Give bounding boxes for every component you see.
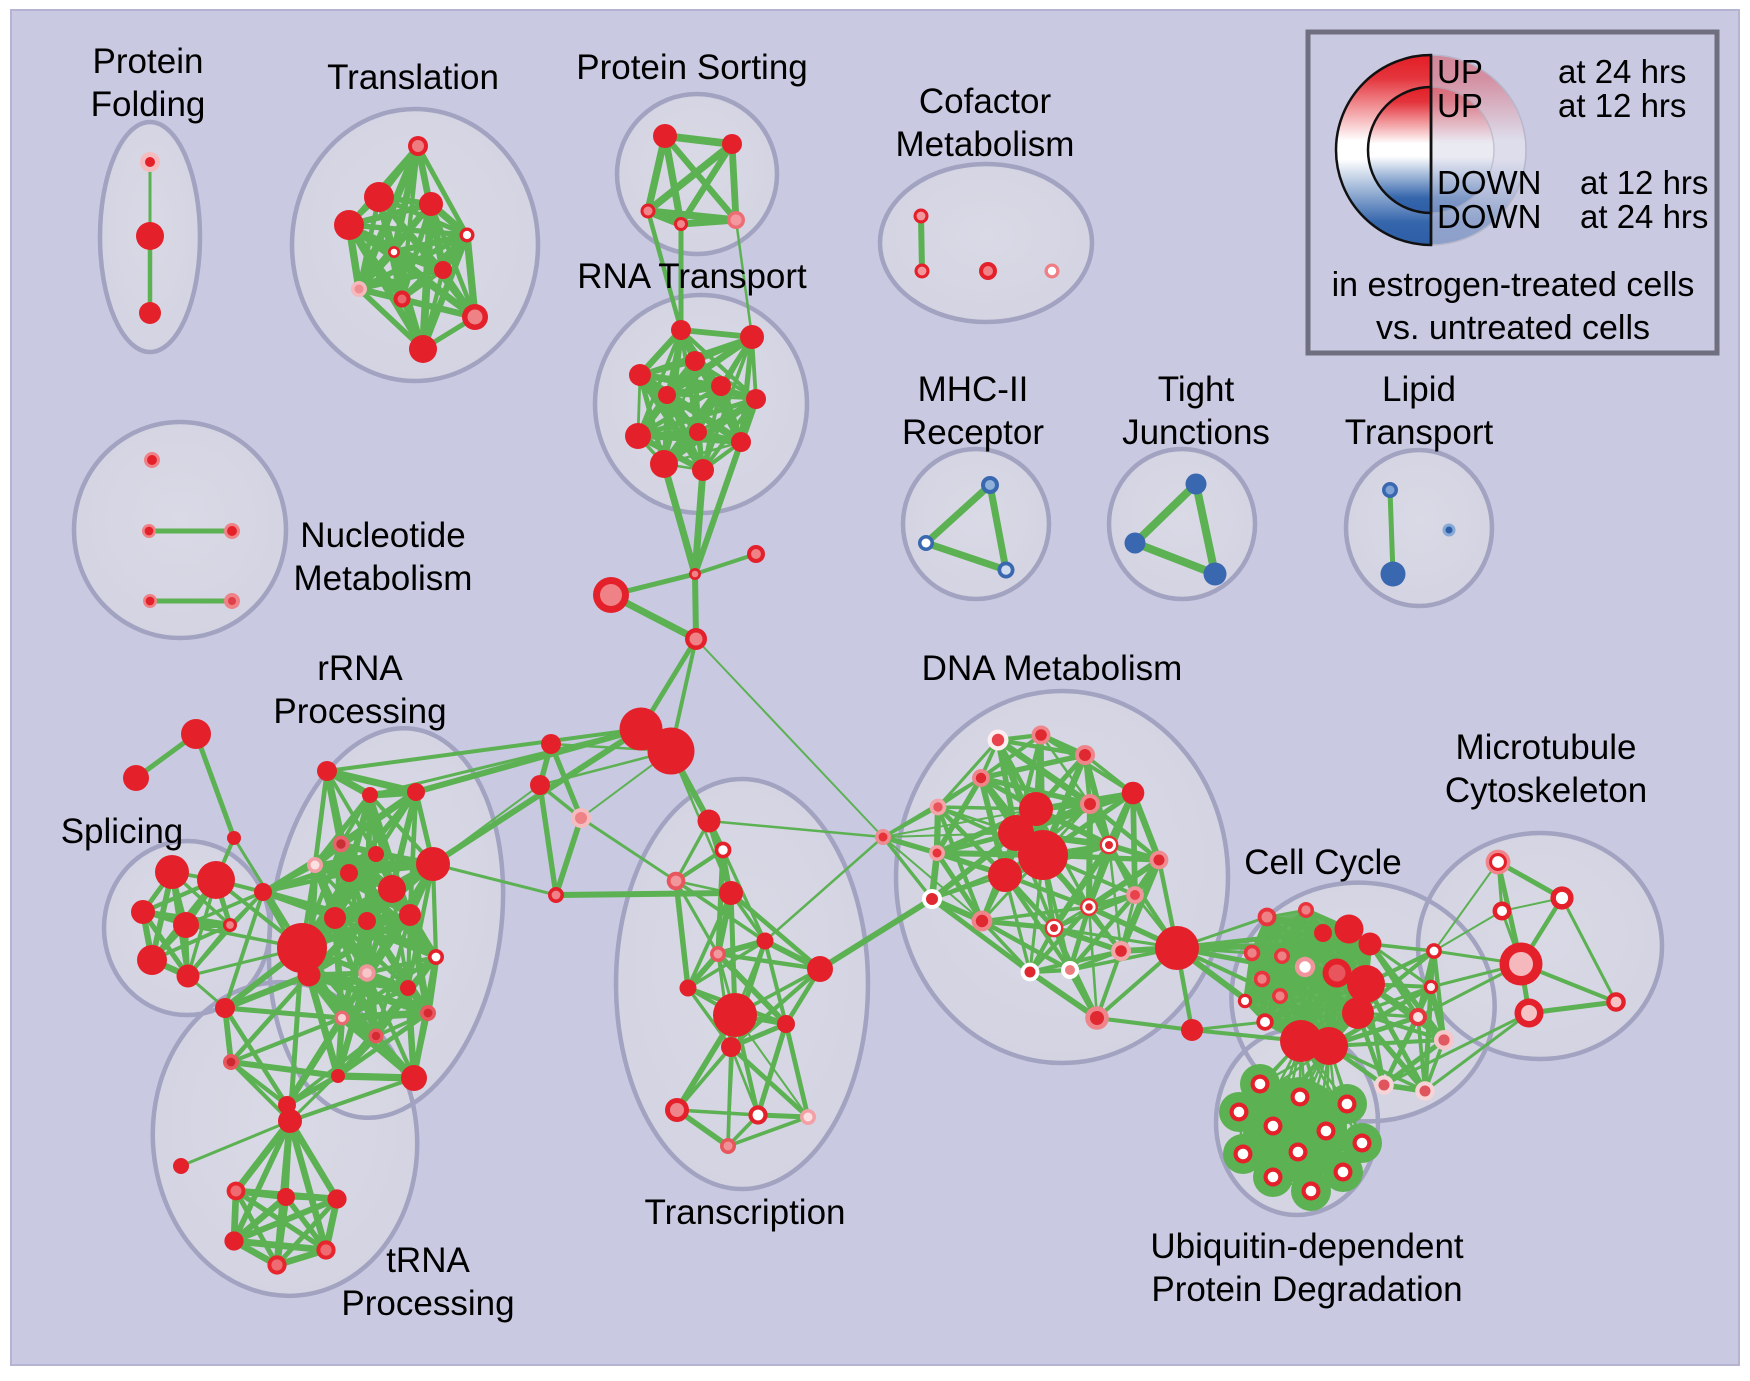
- svg-text:at 12 hrs: at 12 hrs: [1558, 87, 1686, 124]
- svg-text:DOWN: DOWN: [1437, 198, 1541, 235]
- svg-text:Junctions: Junctions: [1122, 413, 1270, 452]
- svg-text:Protein: Protein: [93, 42, 204, 81]
- svg-text:UP: UP: [1437, 87, 1483, 124]
- svg-text:Receptor: Receptor: [902, 413, 1044, 452]
- svg-text:Metabolism: Metabolism: [294, 559, 473, 598]
- svg-text:at 12 hrs: at 12 hrs: [1580, 164, 1708, 201]
- svg-text:Metabolism: Metabolism: [896, 125, 1075, 164]
- svg-text:at 24 hrs: at 24 hrs: [1558, 53, 1686, 90]
- svg-text:in estrogen-treated cells: in estrogen-treated cells: [1332, 266, 1695, 304]
- svg-text:Protein Sorting: Protein Sorting: [576, 48, 808, 87]
- svg-text:Translation: Translation: [327, 58, 499, 97]
- svg-text:Cofactor: Cofactor: [919, 82, 1052, 121]
- svg-text:Transport: Transport: [1345, 413, 1494, 452]
- svg-text:at 24 hrs: at 24 hrs: [1580, 198, 1708, 235]
- svg-text:Transcription: Transcription: [645, 1193, 846, 1232]
- svg-text:vs. untreated cells: vs. untreated cells: [1376, 309, 1650, 347]
- svg-text:Tight: Tight: [1158, 370, 1235, 409]
- svg-text:UP: UP: [1437, 53, 1483, 90]
- svg-text:Nucleotide: Nucleotide: [300, 516, 465, 555]
- svg-text:Processing: Processing: [341, 1284, 514, 1323]
- svg-text:DOWN: DOWN: [1437, 164, 1541, 201]
- svg-text:Processing: Processing: [273, 692, 446, 731]
- svg-text:Ubiquitin-dependent: Ubiquitin-dependent: [1150, 1227, 1464, 1266]
- svg-text:tRNA: tRNA: [386, 1241, 470, 1280]
- svg-text:Folding: Folding: [91, 85, 206, 124]
- svg-text:Cytoskeleton: Cytoskeleton: [1445, 771, 1647, 810]
- svg-text:Microtubule: Microtubule: [1456, 728, 1637, 767]
- svg-text:DNA Metabolism: DNA Metabolism: [922, 649, 1183, 688]
- svg-text:Splicing: Splicing: [61, 812, 184, 851]
- svg-text:RNA Transport: RNA Transport: [577, 257, 807, 296]
- svg-text:Protein Degradation: Protein Degradation: [1151, 1270, 1462, 1309]
- svg-text:Lipid: Lipid: [1382, 370, 1456, 409]
- svg-text:Cell Cycle: Cell Cycle: [1244, 843, 1402, 882]
- svg-text:rRNA: rRNA: [317, 649, 403, 688]
- svg-text:MHC-II: MHC-II: [918, 370, 1029, 409]
